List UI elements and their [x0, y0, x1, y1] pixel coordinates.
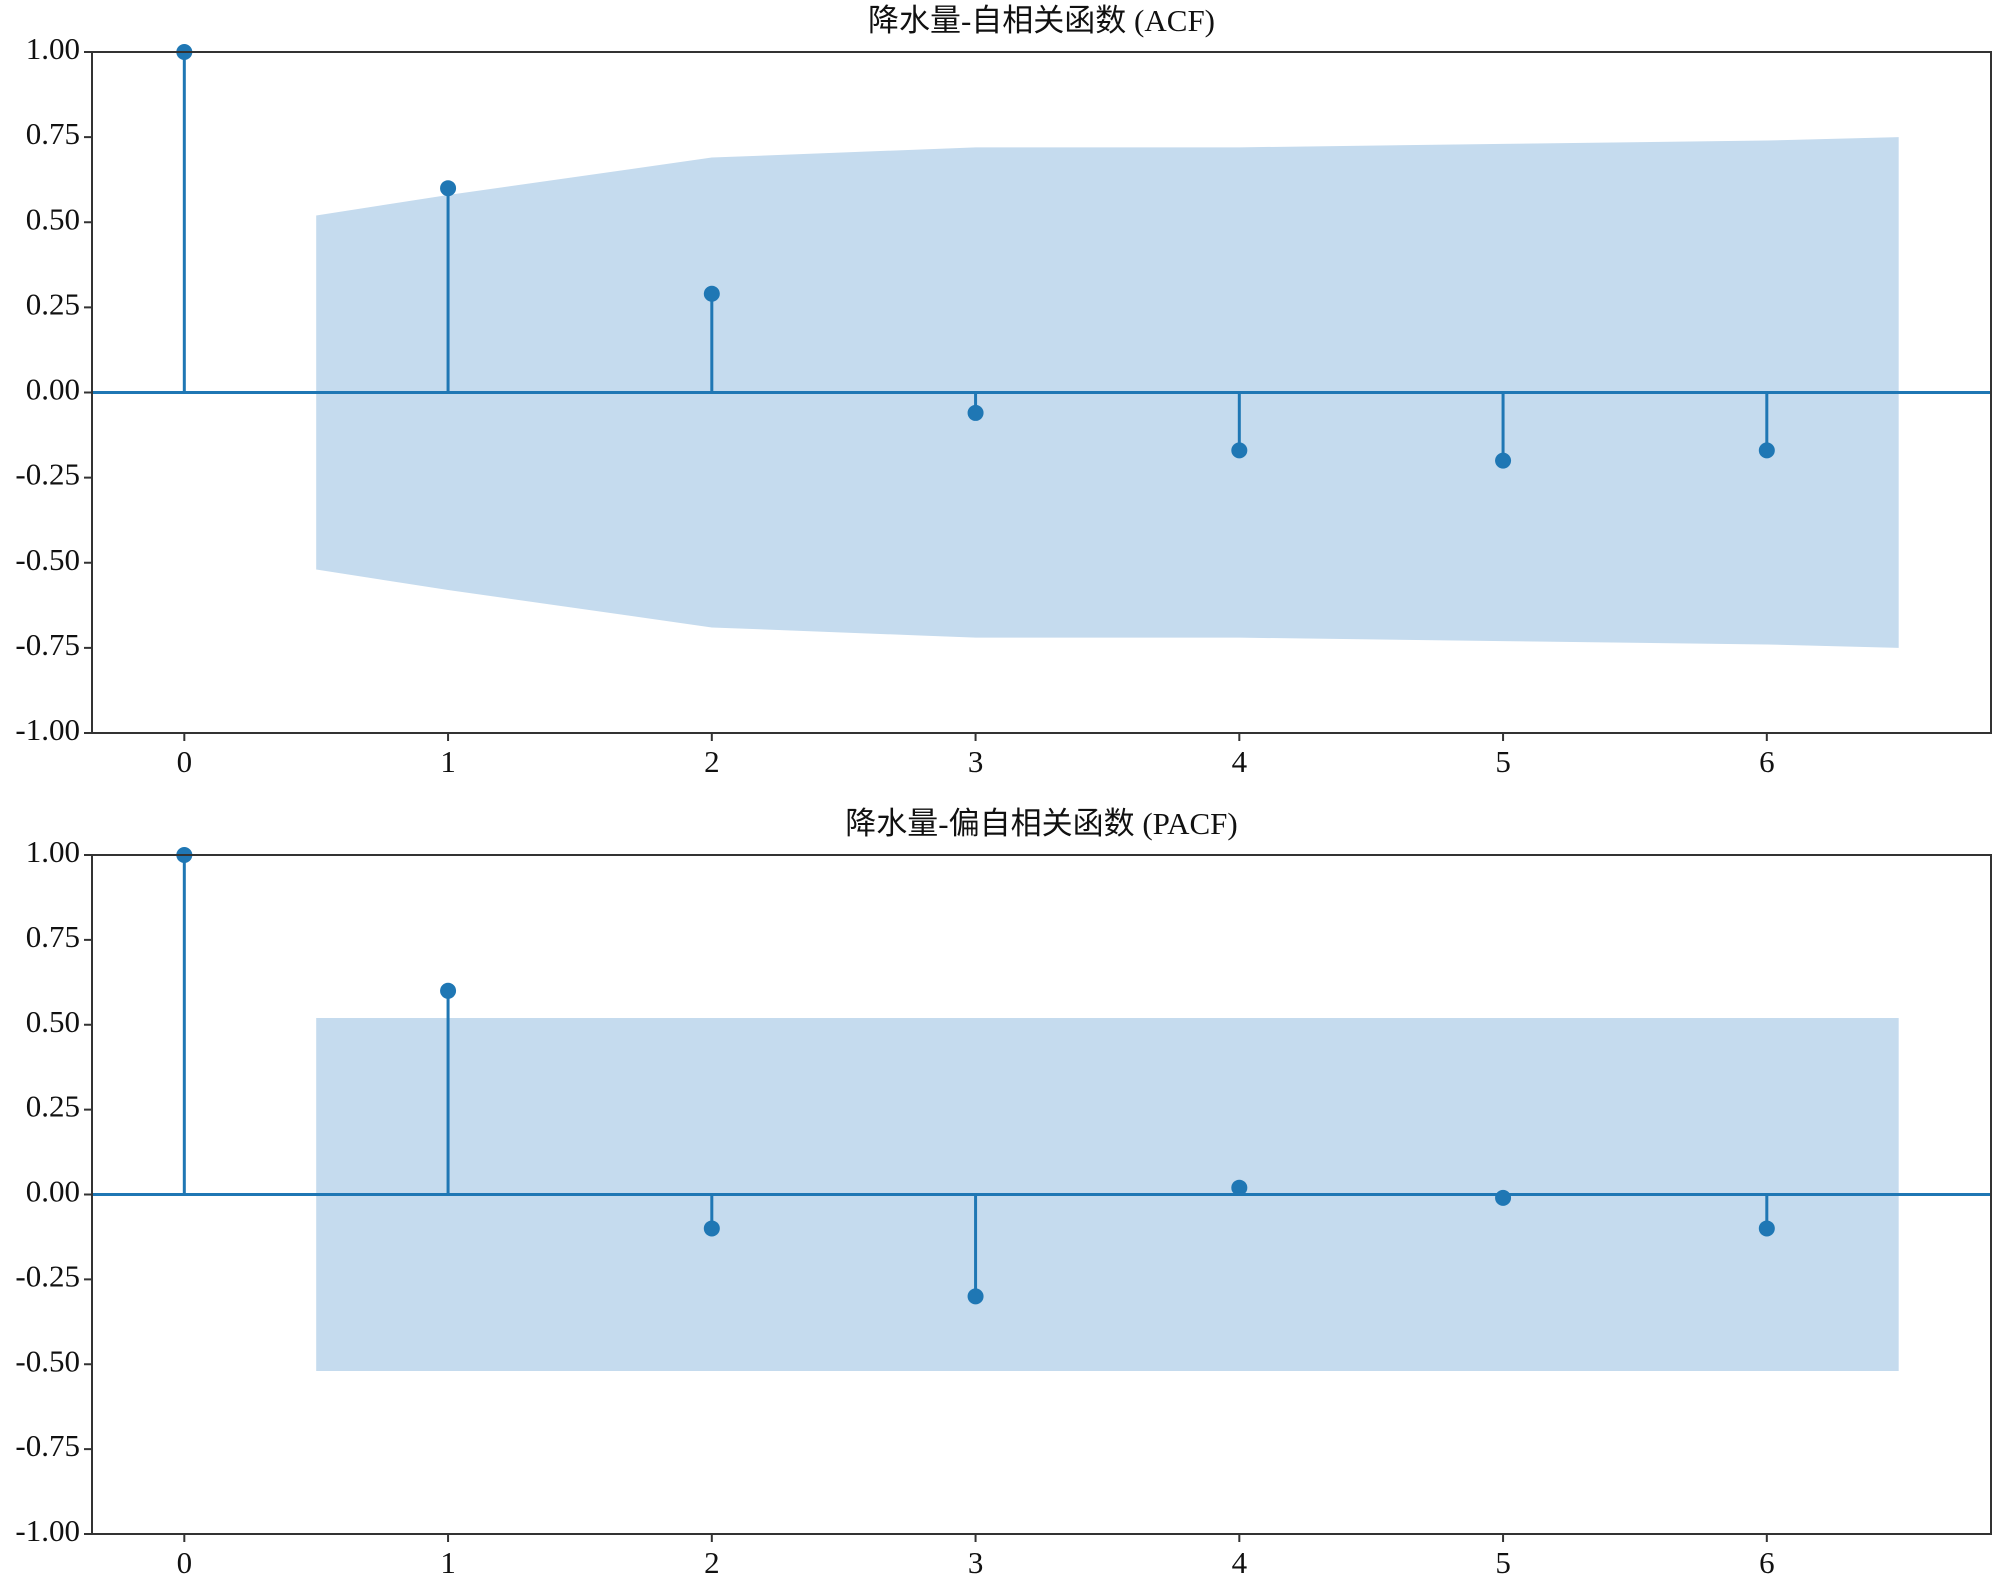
stem-marker	[967, 1288, 984, 1305]
y-tick-label: 1.00	[26, 834, 80, 869]
stem-marker	[1758, 442, 1775, 459]
y-tick-label: 0.00	[26, 1174, 80, 1209]
y-tick-label: 0.25	[26, 286, 80, 321]
x-tick-label: 3	[968, 744, 984, 779]
y-tick-label: -0.75	[15, 627, 80, 662]
stem-marker	[1495, 452, 1512, 469]
x-tick-label: 5	[1495, 744, 1511, 779]
stem-marker	[440, 180, 457, 197]
y-tick-label: -1.00	[15, 1513, 80, 1548]
stem-marker	[440, 982, 457, 999]
x-tick-label: 0	[177, 744, 193, 779]
stem-marker	[1495, 1189, 1512, 1206]
y-tick-label: -0.25	[15, 457, 80, 492]
y-tick-label: 0.75	[26, 116, 80, 151]
y-tick-label: 0.75	[26, 919, 80, 954]
stem-marker	[1231, 442, 1248, 459]
x-tick-label: 1	[440, 1545, 456, 1580]
y-tick-label: 0.50	[26, 1004, 80, 1039]
x-tick-label: 4	[1232, 1545, 1248, 1580]
stem-marker	[1758, 1220, 1775, 1237]
x-tick-label: 2	[704, 1545, 720, 1580]
y-tick-label: -1.00	[15, 712, 80, 747]
y-tick-label: 0.25	[26, 1089, 80, 1124]
x-tick-label: 5	[1495, 1545, 1511, 1580]
x-tick-label: 6	[1759, 1545, 1775, 1580]
stem-marker	[703, 1220, 720, 1237]
chart-title: 降水量-偏自相关函数 (PACF)	[845, 806, 1237, 841]
chart-panel: 降水量-自相关函数 (ACF) -1.00 -0.75 -0.50 -0.25 0.00 0…	[15, 3, 1992, 779]
y-tick-label: -0.75	[15, 1428, 80, 1463]
x-tick-label: 4	[1232, 744, 1248, 779]
stem-marker	[1231, 1179, 1248, 1196]
y-tick-label: 0.00	[26, 372, 80, 407]
x-tick-label: 2	[704, 744, 720, 779]
x-tick-label: 0	[177, 1545, 193, 1580]
y-tick-label: -0.25	[15, 1258, 80, 1293]
plot-frame	[91, 51, 1992, 734]
x-tick-label: 1	[440, 744, 456, 779]
stem-marker	[967, 404, 984, 421]
chart-panel: 降水量-偏自相关函数 (PACF) -1.00 -0.75 -0.50 -0.25 0.0…	[15, 806, 1992, 1580]
plot-frame	[91, 854, 1992, 1535]
y-tick-label: 1.00	[26, 31, 80, 66]
x-tick-label: 3	[968, 1545, 984, 1580]
y-tick-label: 0.50	[26, 201, 80, 236]
stem-marker	[703, 285, 720, 302]
y-tick-label: -0.50	[15, 1343, 80, 1378]
x-tick-label: 6	[1759, 744, 1775, 779]
y-tick-label: -0.50	[15, 542, 80, 577]
chart-title: 降水量-自相关函数 (ACF)	[868, 3, 1215, 38]
